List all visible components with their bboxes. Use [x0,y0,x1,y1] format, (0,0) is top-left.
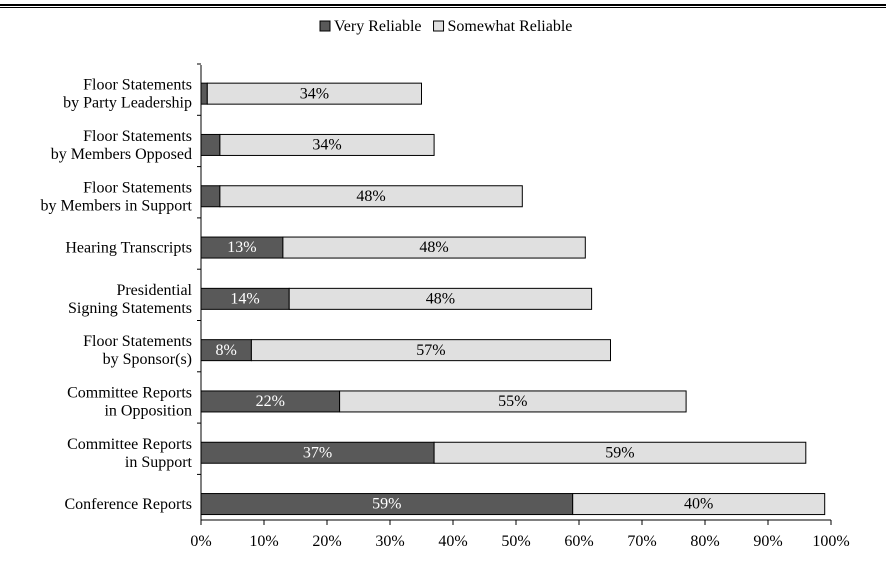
x-tick-label: 0% [190,533,211,550]
bar-very-reliable [200,82,208,105]
x-tick-label: 30% [375,533,404,550]
x-tick-label: 20% [312,533,341,550]
bar-value-label: 14% [230,291,259,308]
legend-swatch [433,20,445,32]
bar-somewhat-reliable [572,493,826,516]
legend-swatch [319,20,331,32]
x-tick-label: 100% [812,533,849,550]
bar-somewhat-reliable [219,185,523,208]
category-label: Floor Statements by Members Opposed [51,128,192,163]
bar-value-label: 55% [498,393,527,410]
x-tick-label: 50% [501,533,530,550]
bar-somewhat-reliable [206,82,422,105]
category-label: Conference Reports [64,496,192,513]
x-tick-label: 80% [690,533,719,550]
bar-value-label: 59% [605,444,634,461]
bar-value-label: 13% [227,239,256,256]
category-label: Committee Reports in Opposition [67,384,192,419]
bar-somewhat-reliable [339,390,687,413]
bar-value-label: 57% [416,342,445,359]
x-tick-label: 70% [627,533,656,550]
category-label: Committee Reports in Support [67,436,192,471]
x-tick-label: 40% [438,533,467,550]
category-label: Floor Statements by Party Leadership [63,77,192,112]
bar-value-label: 34% [312,137,341,154]
bar-somewhat-reliable [288,287,593,310]
bar-value-label: 37% [303,444,332,461]
x-tick-label: 60% [564,533,593,550]
bar-value-label: 34% [300,85,329,102]
category-label: Floor Statements by Sponsor(s) [83,333,192,368]
bar-value-label: 22% [256,393,285,410]
x-tick-label: 90% [753,533,782,550]
bar-somewhat-reliable [250,339,611,362]
category-label: Floor Statements by Members in Support [40,179,192,214]
legend-label: Very Reliable [334,18,422,35]
bar-value-label: 40% [684,496,713,513]
bar-very-reliable [200,133,221,156]
bar-value-label: 48% [426,291,455,308]
legend-label: Somewhat Reliable [448,18,573,35]
bar-value-label: 48% [356,188,385,205]
bar-value-label: 59% [372,496,401,513]
bar-somewhat-reliable [282,236,586,259]
bar-value-label: 48% [419,239,448,256]
bar-somewhat-reliable [433,441,807,464]
top-rule [0,4,886,8]
x-tick-label: 10% [249,533,278,550]
category-label: Hearing Transcripts [65,240,192,257]
bar-very-reliable [200,185,221,208]
category-label: Presidential Signing Statements [68,282,193,317]
bar-value-label: 8% [216,342,237,359]
bar-somewhat-reliable [219,133,435,156]
